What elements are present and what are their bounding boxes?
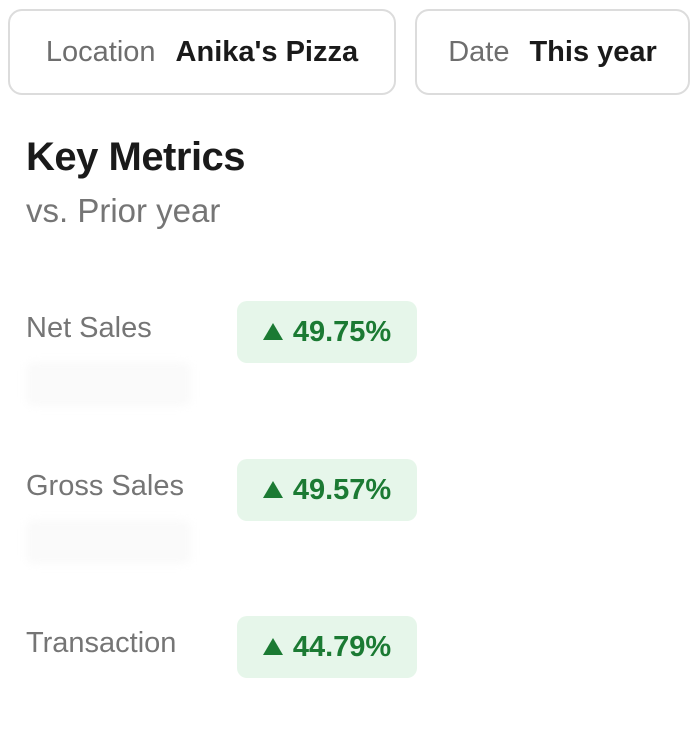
change-value: 44.79% [292, 630, 392, 663]
triangle-up-icon [262, 322, 283, 340]
metric-label: Transaction [26, 627, 177, 659]
change-value: 49.75% [292, 315, 392, 348]
metric-value-hidden [26, 362, 191, 406]
change-badge: 44.79% [237, 616, 417, 678]
date-filter-button[interactable]: Date This year [415, 9, 690, 95]
triangle-up-icon [262, 480, 283, 498]
metric-value-hidden [26, 520, 191, 564]
metric-transaction[interactable]: Transaction 44.79% [0, 616, 698, 747]
location-filter-value: Anika's Pizza [175, 35, 359, 68]
metric-label: Gross Sales [26, 470, 184, 502]
metric-gross-sales[interactable]: Gross Sales 49.57% [0, 459, 698, 590]
triangle-up-icon [262, 637, 283, 655]
filter-bar: Location Anika's Pizza Date This year [8, 9, 690, 99]
date-filter-label: Date [448, 35, 510, 68]
page-title: Key Metrics [26, 135, 246, 179]
change-badge: 49.75% [237, 301, 417, 363]
metric-label: Net Sales [26, 312, 152, 344]
date-filter-value: This year [529, 35, 657, 68]
location-filter-label: Location [45, 35, 156, 68]
comparison-subtitle: vs. Prior year [26, 192, 221, 229]
metric-net-sales[interactable]: Net Sales 49.75% [0, 301, 698, 432]
location-filter-button[interactable]: Location Anika's Pizza [8, 9, 396, 95]
change-badge: 49.57% [237, 459, 417, 521]
change-value: 49.57% [292, 473, 392, 506]
